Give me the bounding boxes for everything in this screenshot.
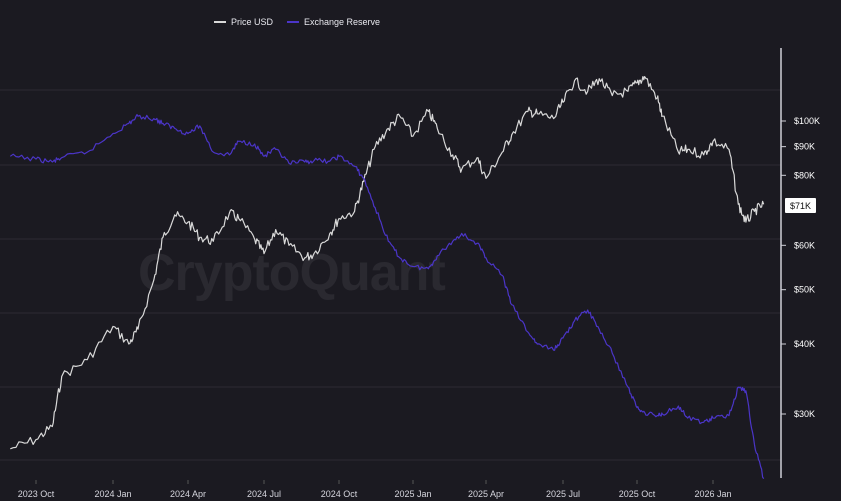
y-tick-label: $30K [794,409,815,419]
legend-item-label[interactable]: Exchange Reserve [304,17,380,27]
y-tick-label: $40K [794,339,815,349]
x-tick-label: 2024 Jul [247,489,281,499]
x-tick-label: 2025 Jul [546,489,580,499]
y-tick-label: $100K [794,116,820,126]
x-tick-label: 2024 Apr [170,489,206,499]
x-tick-label: 2026 Jan [694,489,731,499]
x-axis-ticks: 2023 Oct 2024 Jan 2024 Apr 2024 Jul 2024 Oct… [18,480,732,499]
x-tick-label: 2023 Oct [18,489,55,499]
x-tick-label: 2025 Jan [394,489,431,499]
grid-layer [0,89,781,461]
y-tick-label: $60K [794,240,815,250]
y-tick-label: $50K [794,285,815,295]
legend: Price USD Exchange Reserve [214,17,380,27]
x-tick-label: 2024 Oct [321,489,358,499]
current-value-text: $71K [790,201,811,211]
y-tick-label: $80K [794,170,815,180]
x-tick-label: 2025 Apr [468,489,504,499]
x-tick-label: 2025 Oct [619,489,656,499]
current-value-label: $71K [785,198,816,213]
y-axis-ticks: $100K $90K $80K $60K $50K $40K $30K [781,116,820,419]
series-line-price-usd [10,76,765,450]
watermark: CryptoQuant [138,244,445,302]
legend-item-label[interactable]: Price USD [231,17,274,27]
y-tick-label: $90K [794,142,815,152]
series-line-exchange-reserve [9,114,765,480]
series-layer [9,76,765,480]
x-tick-label: 2024 Jan [94,489,131,499]
